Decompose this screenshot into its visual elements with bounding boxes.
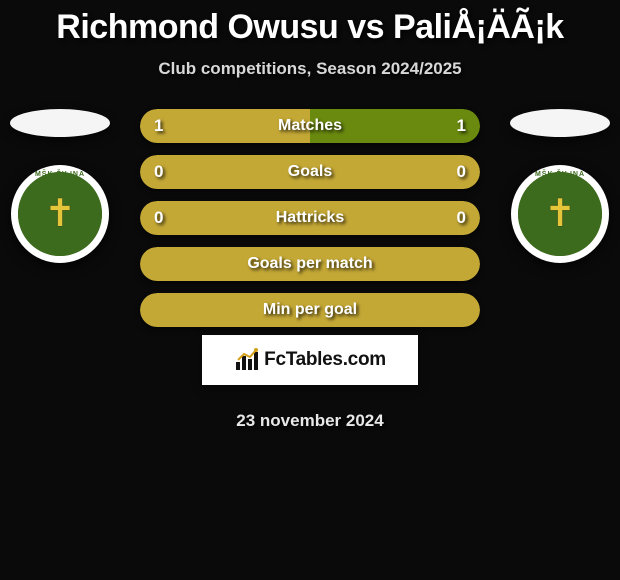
badge-cross-icon: ✝ [44,195,76,233]
comparison-card: Richmond Owusu vs PaliÅ¡ÄÃ¡k Club compet… [0,0,620,431]
date-text: 23 november 2024 [236,411,383,431]
flag-left [10,109,110,137]
badge-inner-left: ✝ [18,172,102,256]
flag-right [510,109,610,137]
footer-column: FcTables.com 23 november 2024 [0,327,620,431]
stat-pill: Goals per match [140,247,480,281]
page-title: Richmond Owusu vs PaliÅ¡ÄÃ¡k [0,8,620,47]
stat-label: Min per goal [140,293,480,327]
bar-chart-icon [234,348,260,372]
player-right-column: MŠK ŽILINA ✝ [510,109,610,263]
brand-text: FcTables.com [264,349,386,371]
stat-label: Hattricks [140,201,480,235]
stat-label: Matches [140,109,480,143]
stat-pill: 00Goals [140,155,480,189]
brand-box[interactable]: FcTables.com [202,335,418,385]
content-row: MŠK ŽILINA ✝ 11Matches 00Goals 00Hattricks… [0,109,620,327]
stat-pill: 11Matches [140,109,480,143]
badge-inner-right: ✝ [518,172,602,256]
page-subtitle: Club competitions, Season 2024/2025 [0,59,620,79]
stat-pill: 00Hattricks [140,201,480,235]
club-badge-left: MŠK ŽILINA ✝ [11,165,109,263]
stat-label: Goals [140,155,480,189]
stats-column: 11Matches 00Goals 00Hattricks Goals per mat… [110,109,510,327]
badge-cross-icon: ✝ [544,195,576,233]
club-badge-right: MŠK ŽILINA ✝ [511,165,609,263]
stat-pill: Min per goal [140,293,480,327]
stat-label: Goals per match [140,247,480,281]
player-left-column: MŠK ŽILINA ✝ [10,109,110,263]
